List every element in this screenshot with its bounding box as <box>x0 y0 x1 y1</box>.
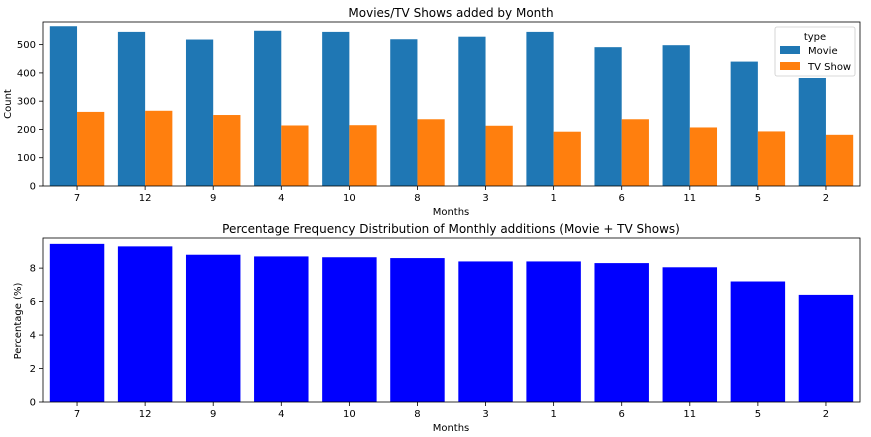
bar-movie-month-4 <box>254 30 282 186</box>
bar-tv-show-month-7 <box>77 111 105 186</box>
bar-tv-show-month-10 <box>349 125 377 186</box>
bar-movie-month-5 <box>730 61 758 187</box>
bar-tv-show-month-3 <box>485 125 513 186</box>
y-tick-label: 8 <box>30 264 36 275</box>
bar-movie-month-2 <box>798 77 826 186</box>
bar-month-5 <box>730 281 786 402</box>
y-tick-label: 6 <box>30 297 36 308</box>
bar-month-7 <box>49 243 105 402</box>
x-tick-label: 8 <box>414 409 420 420</box>
x-tick-label: 7 <box>74 193 80 204</box>
y-tick-label: 500 <box>17 40 36 51</box>
x-tick-label: 11 <box>683 409 696 420</box>
bars-group <box>49 26 854 187</box>
x-axis-label: Months <box>433 423 470 434</box>
plot-frame <box>42 237 861 403</box>
bar-month-6 <box>594 263 649 402</box>
x-axis-label: Months <box>433 207 470 218</box>
x-ticks: 7 12 9 4 10 8 3 1 6 11 5 2 <box>74 402 829 420</box>
bar-month-10 <box>322 257 377 402</box>
y-ticks: 0 2 4 6 8 <box>30 264 43 409</box>
chart-title: Movies/TV Shows added by Month <box>348 6 553 20</box>
x-tick-label: 6 <box>619 409 625 420</box>
bar-movie-month-12 <box>117 31 146 187</box>
x-tick-label: 11 <box>683 193 696 204</box>
bar-movie-month-11 <box>662 45 690 186</box>
x-tick-label: 1 <box>550 409 556 420</box>
legend-swatch-movie <box>780 46 800 54</box>
bars-group <box>49 243 854 402</box>
bar-movie-month-7 <box>49 26 78 186</box>
y-tick-label: 2 <box>30 364 36 375</box>
x-tick-label: 9 <box>210 409 216 420</box>
x-tick-label: 2 <box>823 409 829 420</box>
x-tick-label: 5 <box>755 193 761 204</box>
bar-tv-show-month-9 <box>213 115 241 186</box>
bar-month-2 <box>798 294 854 402</box>
movies-tvshows-by-month-chart: Movies/TV Shows added by Month Count Mon… <box>3 6 861 218</box>
bar-tv-show-month-2 <box>825 134 854 186</box>
x-tick-label: 9 <box>210 193 216 204</box>
y-tick-label: 100 <box>17 153 36 164</box>
chart-title: Percentage Frequency Distribution of Mon… <box>222 222 680 236</box>
bar-tv-show-month-5 <box>757 131 786 186</box>
y-tick-label: 300 <box>17 97 36 108</box>
bar-movie-month-1 <box>526 31 554 187</box>
bar-month-11 <box>662 267 718 402</box>
y-ticks: 0 100 200 300 400 500 <box>17 40 43 193</box>
y-tick-label: 200 <box>17 125 36 136</box>
legend-label-movie: Movie <box>808 46 838 57</box>
y-axis-label: Percentage (%) <box>13 283 24 360</box>
x-tick-label: 5 <box>755 409 761 420</box>
x-tick-label: 2 <box>823 193 829 204</box>
y-tick-label: 4 <box>30 331 36 342</box>
x-tick-label: 10 <box>343 409 356 420</box>
bar-tv-show-month-1 <box>553 131 581 186</box>
legend: type Movie TV Show <box>774 26 856 77</box>
y-tick-label: 0 <box>30 398 36 409</box>
x-tick-label: 12 <box>139 409 152 420</box>
x-tick-label: 12 <box>139 193 152 204</box>
y-tick-label: 400 <box>17 68 36 79</box>
x-tick-label: 7 <box>74 409 80 420</box>
bar-tv-show-month-6 <box>621 119 649 186</box>
bar-month-8 <box>390 258 445 402</box>
bar-tv-show-month-12 <box>145 110 173 186</box>
plot-frame <box>42 21 861 187</box>
x-tick-label: 10 <box>343 193 356 204</box>
bar-month-1 <box>526 261 581 402</box>
x-tick-label: 3 <box>482 409 488 420</box>
x-tick-label: 8 <box>414 193 420 204</box>
x-tick-label: 6 <box>619 193 625 204</box>
bar-month-4 <box>254 256 309 402</box>
x-ticks: 7 12 9 4 10 8 3 1 6 11 5 2 <box>74 186 829 204</box>
bar-movie-month-3 <box>458 36 486 187</box>
bar-movie-month-10 <box>322 31 350 187</box>
bar-month-9 <box>185 254 241 402</box>
bar-tv-show-month-4 <box>281 125 309 186</box>
y-tick-label: 0 <box>30 182 36 193</box>
bar-month-3 <box>458 261 513 402</box>
bar-movie-month-9 <box>185 39 214 186</box>
bar-movie-month-8 <box>390 39 418 186</box>
bar-tv-show-month-11 <box>689 127 718 186</box>
x-tick-label: 3 <box>482 193 488 204</box>
y-axis-label: Count <box>3 89 14 119</box>
bar-month-12 <box>117 246 173 402</box>
bar-movie-month-6 <box>594 47 622 186</box>
legend-swatch-tvshow <box>780 62 800 70</box>
x-tick-label: 1 <box>550 193 556 204</box>
bar-tv-show-month-8 <box>417 119 445 186</box>
percentage-distribution-chart: Percentage Frequency Distribution of Mon… <box>13 222 861 434</box>
x-tick-label: 4 <box>278 193 284 204</box>
legend-title: type <box>804 32 826 43</box>
x-tick-label: 4 <box>278 409 284 420</box>
legend-label-tvshow: TV Show <box>807 62 851 73</box>
